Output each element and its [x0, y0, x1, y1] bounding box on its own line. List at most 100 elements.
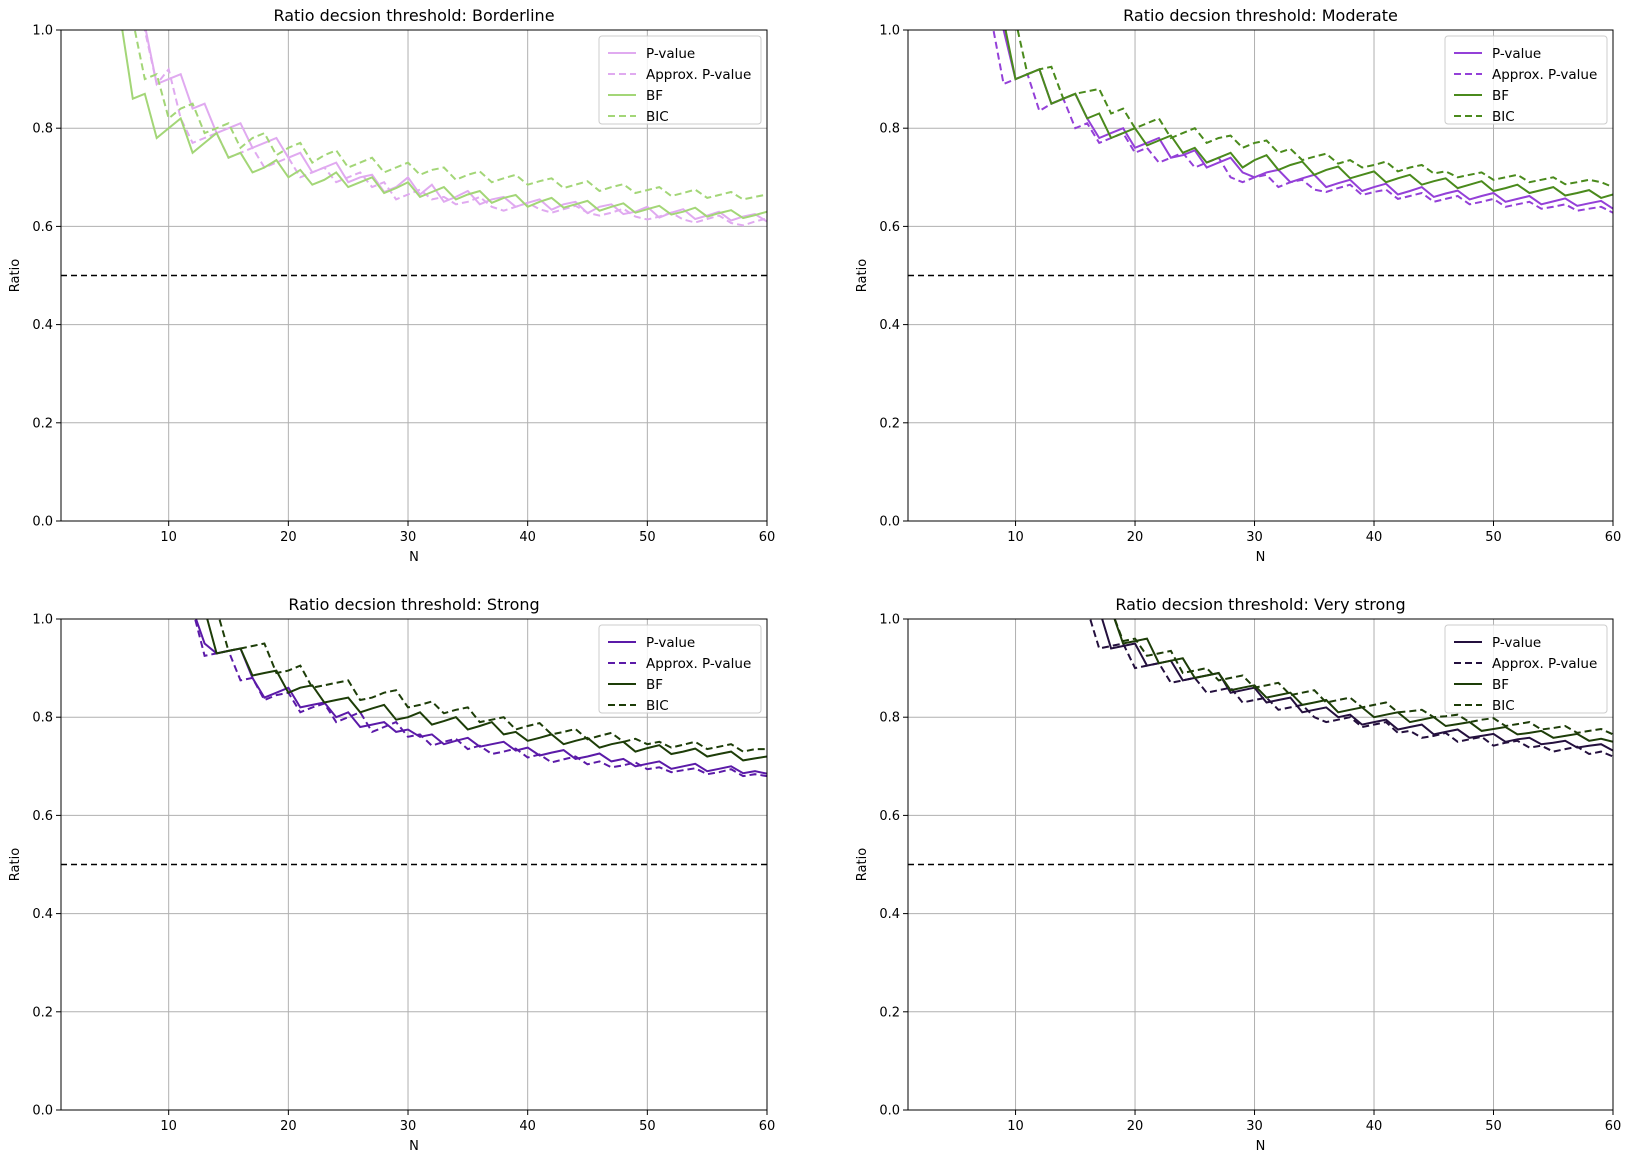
y-tick-label: 0.8 [32, 122, 53, 137]
legend-box [598, 624, 762, 714]
y-tick-label: 0.8 [879, 122, 900, 137]
y-tick-label: 0.0 [879, 1104, 900, 1119]
legend-label: Approx. P-value [1492, 67, 1597, 83]
x-tick-label: 60 [759, 530, 776, 545]
x-tick-label: 40 [519, 1119, 536, 1134]
series-line-3 [1004, 30, 1613, 199]
series-line-2 [1089, 619, 1613, 758]
plot-frame [907, 618, 1614, 1111]
x-tick-label: 20 [1127, 1119, 1144, 1134]
series-line-4 [1016, 30, 1613, 189]
series-group [992, 30, 1613, 214]
legend-label: BF [1492, 88, 1509, 104]
chart-title: Ratio decsion threshold: Very strong [1115, 595, 1405, 614]
y-tick-label: 0.6 [32, 809, 53, 824]
y-tick-label: 0.8 [32, 711, 53, 726]
legend-label: BIC [646, 109, 669, 125]
x-tick-label: 50 [1485, 1119, 1502, 1134]
y-axis-label: Ratio [855, 259, 870, 292]
legend-box [1444, 624, 1608, 714]
x-tick-label: 20 [280, 530, 297, 545]
x-tick-label: 40 [1366, 1119, 1383, 1134]
legend-label: BIC [1492, 109, 1515, 125]
y-tick-label: 0.6 [879, 809, 900, 824]
legend-label: BIC [1492, 698, 1515, 714]
y-tick-label: 1.0 [32, 613, 53, 628]
y-tick-label: 0.2 [32, 416, 53, 431]
legend-label: Approx. P-value [646, 67, 751, 83]
legend-label: P-value [646, 635, 695, 651]
legend-label: BF [1492, 677, 1509, 693]
y-tick-label: 0.0 [32, 1104, 53, 1119]
y-tick-label: 0.0 [32, 515, 53, 530]
y-axis-label: Ratio [855, 848, 870, 881]
y-axis-label: Ratio [8, 259, 23, 292]
x-tick-label: 30 [400, 530, 417, 545]
legend-label: P-value [1492, 635, 1541, 651]
y-tick-label: 0.8 [879, 711, 900, 726]
y-tick-label: 0.6 [879, 220, 900, 235]
legend-label: Approx. P-value [646, 656, 751, 672]
y-tick-label: 0.4 [879, 318, 900, 333]
y-tick-label: 0.4 [879, 907, 900, 922]
series-line-3 [206, 619, 767, 762]
x-axis-label: N [1256, 1139, 1266, 1154]
legend-label: BF [646, 677, 663, 693]
y-tick-label: 0.2 [879, 1005, 900, 1020]
chart-title: Ratio decsion threshold: Borderline [273, 6, 554, 25]
x-tick-label: 60 [1605, 530, 1622, 545]
legend-box [598, 35, 762, 125]
legend: P-value Approx. P-value BF BIC [1444, 624, 1608, 714]
legend: P-value Approx. P-value BF BIC [598, 624, 762, 714]
x-tick-label: 50 [1485, 530, 1502, 545]
plot-frame [60, 29, 768, 522]
x-tick-label: 30 [1246, 530, 1263, 545]
x-tick-label: 50 [639, 530, 656, 545]
legend: P-value Approx. P-value BF BIC [1444, 35, 1608, 125]
series-line-4 [133, 30, 767, 201]
series-group [121, 30, 767, 227]
plot-frame [60, 618, 768, 1111]
plot-frame [907, 29, 1614, 522]
y-tick-label: 0.4 [32, 907, 53, 922]
x-tick-label: 20 [280, 1119, 297, 1134]
x-axis-label: N [1256, 550, 1266, 565]
legend-label: P-value [646, 46, 695, 62]
x-tick-label: 30 [400, 1119, 417, 1134]
chart-title: Ratio decsion threshold: Strong [288, 595, 539, 614]
legend-box [1444, 35, 1608, 125]
chart-title: Ratio decsion threshold: Moderate [1123, 6, 1398, 25]
chart-panel-1: 10 20 30 40 50 60 0.0 0.2 0.4 0.6 0.8 1.0 N Ratio Rati… [8, 6, 775, 565]
y-tick-label: 0.2 [879, 416, 900, 431]
y-tick-label: 1.0 [879, 24, 900, 39]
x-tick-label: 20 [1127, 530, 1144, 545]
x-tick-label: 10 [1007, 1119, 1024, 1134]
x-tick-label: 10 [160, 530, 177, 545]
x-tick-label: 60 [759, 1119, 776, 1134]
x-tick-label: 10 [1007, 530, 1024, 545]
chart-panel-3: 10 20 30 40 50 60 0.0 0.2 0.4 0.6 0.8 1.0 N Ratio Rati… [8, 595, 775, 1154]
series-line-2 [992, 30, 1613, 214]
series-line-3 [121, 30, 767, 220]
x-axis-label: N [409, 1139, 419, 1154]
series-line-4 [1113, 619, 1613, 736]
series-group [1089, 619, 1613, 758]
y-tick-label: 1.0 [879, 613, 900, 628]
x-tick-label: 60 [1605, 1119, 1622, 1134]
legend-label: Approx. P-value [1492, 656, 1597, 672]
x-tick-label: 10 [160, 1119, 177, 1134]
legend-label: BIC [646, 698, 669, 714]
series-line-4 [218, 619, 767, 753]
series-group [194, 619, 767, 778]
x-tick-label: 50 [639, 1119, 656, 1134]
x-tick-label: 30 [1246, 1119, 1263, 1134]
x-axis-label: N [409, 550, 419, 565]
x-tick-label: 40 [519, 530, 536, 545]
chart-panel-2: 10 20 30 40 50 60 0.0 0.2 0.4 0.6 0.8 1.0 N Ratio Rati… [855, 6, 1621, 565]
legend-label: P-value [1492, 46, 1541, 62]
legend-label: BF [646, 88, 663, 104]
y-tick-label: 0.0 [879, 515, 900, 530]
chart-panel-4: 10 20 30 40 50 60 0.0 0.2 0.4 0.6 0.8 1.0 N Ratio Rati… [855, 595, 1621, 1154]
